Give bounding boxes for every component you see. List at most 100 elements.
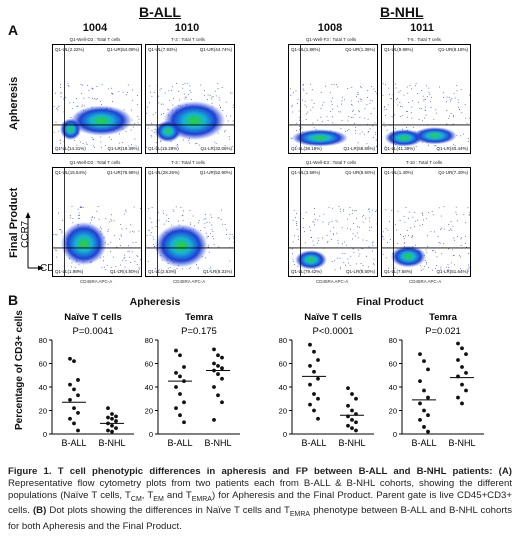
dot-plot-point (178, 392, 182, 396)
dot-plot-point (418, 418, 422, 422)
dot-plot-point (308, 382, 312, 387)
dot-plot-point (422, 359, 426, 364)
dot-plot-point (212, 347, 216, 352)
quadrant-ul: Q1-UL(7.93%) (148, 47, 178, 52)
flow-plot-title: T-3 : Total T cells (171, 160, 205, 165)
dot-plot-point (68, 398, 72, 402)
dot-plot-ytick-label: 80 (389, 336, 397, 345)
dot-plot-point (68, 416, 72, 421)
dot-plot-ytick-label: 20 (39, 407, 47, 416)
dot-plot-point (216, 353, 220, 358)
quadrant-ll: Q1-LL(2.53%) (148, 269, 177, 274)
caption-a-label: (A) (498, 466, 512, 477)
dot-plot-point (422, 388, 426, 393)
dot-plot-point (312, 408, 316, 413)
dot-plot-ytick-label: 0 (393, 430, 397, 439)
dot-plot-point (76, 428, 80, 433)
dot-plot-point (72, 387, 76, 392)
dot-plot-ytick-label: 40 (389, 383, 397, 392)
dot-plot-point (312, 349, 316, 354)
flow-plot-1004-apheresis: Q1-UL(2.22%) Q1-UR(64.08%) Q1-LL(14.31%) Q1… (52, 44, 142, 154)
dot-plot-point (312, 392, 316, 396)
axis-label-ccr7: CCR7 (20, 220, 31, 248)
quadrant-lr: Q1-LR(8.31%) (202, 269, 232, 274)
dot-plot-point (182, 420, 186, 425)
dot-plot-title: Temra (185, 312, 214, 323)
dot-plot-point (178, 374, 182, 379)
dot-plot-category-label: B-NHL (98, 438, 125, 448)
dot-plot-category-label: B-NHL (448, 438, 475, 448)
dot-plot-point (68, 382, 72, 387)
dot-plot-point (350, 426, 354, 431)
quadrant-lr: Q1-LR(58.55%) (343, 146, 375, 151)
axis-arrow-legend (25, 212, 44, 271)
dot-plot-point (106, 428, 110, 433)
dot-plot-point (350, 408, 354, 413)
patient-id-1008: 1008 (317, 22, 343, 34)
quadrant-ul: Q1-UL(1.88%) (291, 47, 321, 52)
dot-plot-point (68, 356, 72, 361)
flow-density (146, 45, 234, 153)
dot-plot-point (308, 342, 312, 347)
dot-plot-ytick-label: 60 (39, 360, 47, 369)
dot-plot-point (346, 403, 350, 408)
dot-plot-title: Naïve T cells (304, 312, 362, 323)
dot-plot-ytick-label: 0 (149, 430, 153, 439)
section-title-apheresis: Apheresis (129, 296, 181, 308)
dot-plot-point (212, 361, 216, 366)
flow-density (382, 168, 470, 276)
quadrant-ur: Q1-UR(7.40%) (438, 170, 468, 175)
dot-plot-point (72, 359, 76, 364)
dot-plot-point (418, 401, 422, 406)
dot-plot-point (426, 429, 430, 434)
dot-plot-ytick-label: 0 (283, 430, 287, 439)
dot-plot-point (110, 412, 114, 416)
dot-plot-point (460, 382, 464, 387)
dot-plot-point (456, 395, 460, 400)
dot-plot-point (426, 395, 430, 400)
dot-plot-point (182, 365, 186, 369)
dot-plot-point (220, 400, 224, 405)
dot-plot-point (354, 396, 358, 401)
quadrant-ll: Q1-LL(1.98%) (55, 269, 84, 274)
dot-plot-point (114, 419, 118, 423)
dot-plot-ytick-label: 20 (389, 407, 397, 416)
quadrant-ll: Q1-LL(15.29%) (148, 146, 179, 151)
panel-b-label: B (8, 292, 19, 308)
quadrant-ul: Q1-UL(3.58%) (291, 170, 321, 175)
caption-sub-emra: EMRA (191, 495, 212, 503)
dot-plot-point (422, 408, 426, 413)
caption-sep-1: , T (141, 489, 154, 501)
dot-plot-ytick-label: 40 (145, 383, 153, 392)
dot-plot-category-label: B-NHL (338, 438, 365, 448)
flow-plot-1011-apheresis: Q1-UL(9.98%) Q1-UR(8.18%) Q1-LL(41.39%) Q1-… (381, 44, 471, 154)
dot-plot-point (216, 393, 220, 398)
dot-plot-point (106, 415, 110, 420)
quadrant-ur: Q1-UR(64.08%) (106, 47, 139, 52)
flow-plot-title: Q1-Well-D3 : Total T cells (69, 37, 121, 42)
dot-plot-ytick-label: 20 (279, 407, 287, 416)
dot-plot-title: Temra (429, 312, 458, 323)
figure-caption: Figure 1. T cell phenotypic differences … (8, 466, 512, 533)
caption-sub-emra-2: EMRA (289, 511, 311, 519)
dot-plot-category-label: B-ALL (61, 438, 86, 448)
dot-plot-point (418, 352, 422, 356)
caption-sep-2: and T (163, 489, 192, 501)
dot-plot-point (216, 363, 220, 368)
quadrant-ur: Q1-UR(52.90%) (199, 170, 232, 175)
quadrant-lr: Q1-LR(51.64%) (436, 269, 468, 274)
dot-plot-point (350, 392, 354, 396)
flow-density (53, 168, 141, 276)
dot-plot-point (72, 406, 76, 411)
dot-plot-point (456, 358, 460, 362)
dot-plot-point (212, 418, 216, 422)
flow-plot-title: T-6 : Total T cells (407, 37, 441, 42)
dot-plot-point (456, 374, 460, 379)
dot-plot-point (110, 416, 114, 421)
dot-plot-category-label: B-NHL (204, 438, 231, 448)
quadrant-ur: Q1-UR(44.74%) (199, 47, 232, 52)
dot-plot-point (460, 346, 464, 351)
quadrant-ul: Q1-UL(15.54%) (55, 170, 87, 175)
dot-plot-ytick-label: 60 (279, 360, 287, 369)
dot-plot-point (72, 421, 76, 426)
